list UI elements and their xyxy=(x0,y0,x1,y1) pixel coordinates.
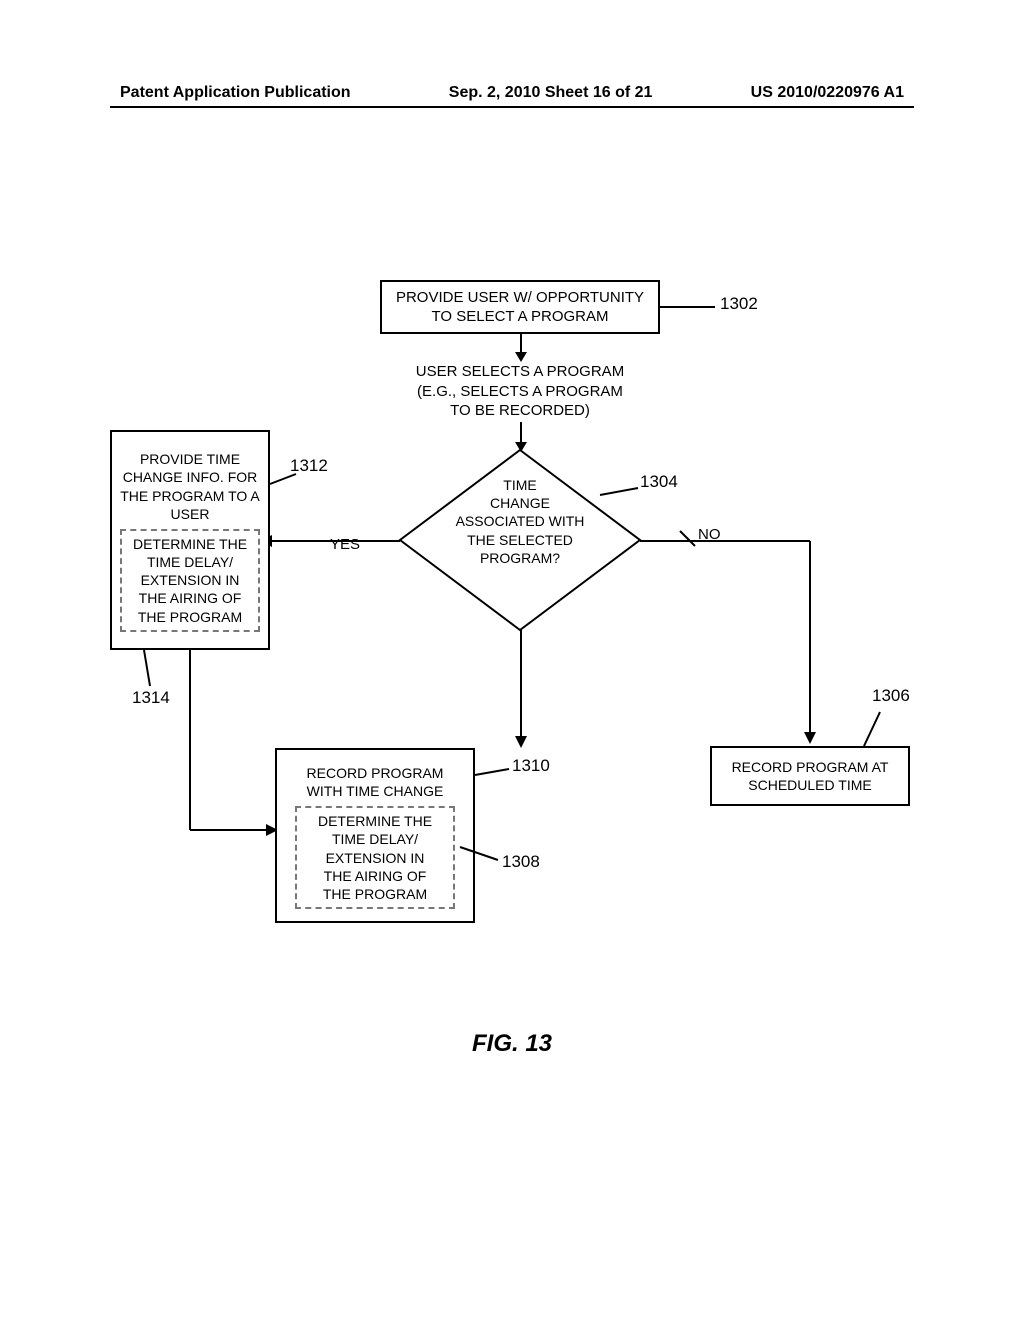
text-user-selects-content: USER SELECTS A PROGRAM (E.G., SELECTS A … xyxy=(416,363,624,419)
box-1306-text: RECORD PROGRAM AT SCHEDULED TIME xyxy=(732,758,889,794)
diamond-1304-content: TIME CHANGE ASSOCIATED WITH THE SELECTED… xyxy=(456,477,585,566)
arrow-no xyxy=(640,534,840,754)
leader-1306 xyxy=(860,708,890,746)
header-rule xyxy=(110,106,914,108)
label-1302: 1302 xyxy=(720,294,758,314)
box-1310-top-text: RECORD PROGRAM WITH TIME CHANGE xyxy=(307,764,444,800)
box-1312: PROVIDE TIME CHANGE INFO. FOR THE PROGRA… xyxy=(110,430,270,650)
label-1306: 1306 xyxy=(872,686,910,706)
label-1308: 1308 xyxy=(502,852,540,872)
header-right: US 2010/0220976 A1 xyxy=(751,84,904,102)
arrow-select-to-diamond xyxy=(514,422,528,452)
label-1310: 1310 xyxy=(512,756,550,776)
label-yes: YES xyxy=(330,536,360,553)
label-1304: 1304 xyxy=(640,472,678,492)
label-no: NO xyxy=(698,526,721,543)
box-1306: RECORD PROGRAM AT SCHEDULED TIME xyxy=(710,746,910,806)
header-left: Patent Application Publication xyxy=(120,84,351,102)
label-1314: 1314 xyxy=(132,688,170,708)
diamond-1304-text: TIME CHANGE ASSOCIATED WITH THE SELECTED… xyxy=(420,476,620,567)
box-1302: PROVIDE USER W/ OPPORTUNITY TO SELECT A … xyxy=(380,280,660,334)
label-1312: 1312 xyxy=(290,456,328,476)
box-1308-inner-text: DETERMINE THE TIME DELAY/ EXTENSION IN T… xyxy=(318,813,432,902)
arrow-1314-to-1308 xyxy=(180,650,280,850)
arrow-diamond-to-1310 xyxy=(514,630,528,750)
box-1314-inner-text: DETERMINE THE TIME DELAY/ EXTENSION IN T… xyxy=(133,536,247,625)
text-user-selects: USER SELECTS A PROGRAM (E.G., SELECTS A … xyxy=(380,362,660,421)
page-header: Patent Application Publication Sep. 2, 2… xyxy=(0,84,1024,102)
arrow-1312-down xyxy=(364,650,378,750)
box-1314-inner: DETERMINE THE TIME DELAY/ EXTENSION IN T… xyxy=(120,529,260,632)
flowchart-diagram: PROVIDE USER W/ OPPORTUNITY TO SELECT A … xyxy=(120,280,910,1000)
box-1310: RECORD PROGRAM WITH TIME CHANGE DETERMIN… xyxy=(275,748,475,923)
arrow-1302-down xyxy=(514,334,528,362)
box-1308-inner: DETERMINE THE TIME DELAY/ EXTENSION IN T… xyxy=(295,806,455,909)
box-1312-top-text: PROVIDE TIME CHANGE INFO. FOR THE PROGRA… xyxy=(120,450,260,523)
box-1302-text: PROVIDE USER W/ OPPORTUNITY TO SELECT A … xyxy=(396,288,644,327)
figure-label: FIG. 13 xyxy=(472,1030,552,1058)
header-center: Sep. 2, 2010 Sheet 16 of 21 xyxy=(449,84,653,102)
